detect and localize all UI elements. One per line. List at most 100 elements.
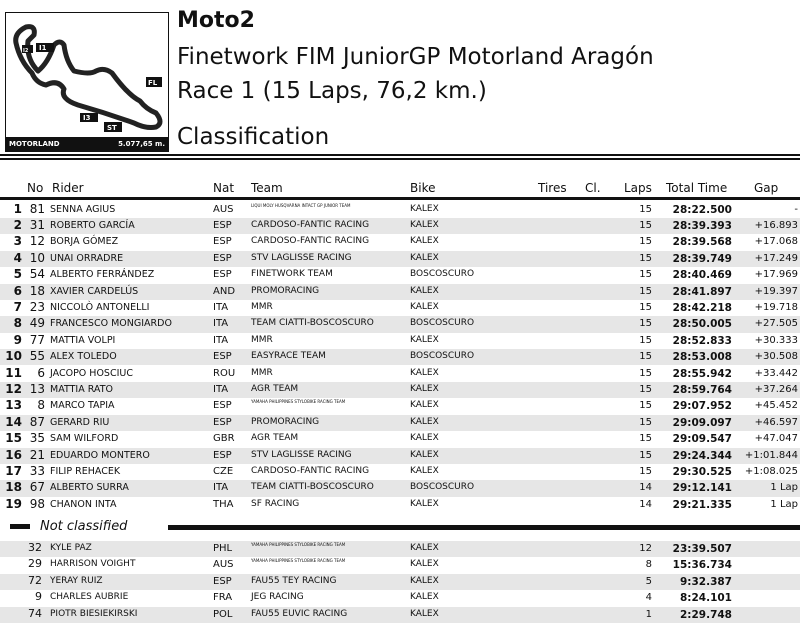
cell-nat: ITA (213, 383, 229, 395)
cell-time: 29:30.525 (672, 465, 732, 478)
cell-laps: 15 (639, 416, 652, 428)
cell-time: 29:07.952 (672, 400, 732, 413)
track-name: MOTORLAND (9, 140, 60, 148)
cell-rider: ALBERTO FERRÁNDEZ (50, 269, 155, 281)
cell-nat: ESP (213, 449, 232, 461)
cell-laps: 15 (639, 318, 652, 330)
category-title: Moto2 (177, 8, 255, 33)
table-row: 2 31 ROBERTO GARCÍA ESP CARDOSO-FANTIC RACIN… (0, 217, 800, 235)
race-title: Race 1 (15 Laps, 76,2 km.) (177, 78, 487, 104)
cell-laps: 15 (639, 301, 652, 313)
cell-team: YAMAHA PHILIPPINES STYLOBIKE RACING TEAM (251, 558, 346, 564)
document-title: Classification (177, 124, 330, 150)
cell-gap: +17.969 (754, 269, 798, 281)
cell-no: 6 (37, 365, 45, 380)
svg-text:I3: I3 (83, 114, 91, 122)
cell-no: 33 (29, 463, 45, 478)
cell-gap: +17.068 (754, 236, 798, 248)
cell-bike: KALEX (410, 465, 439, 476)
cell-pos: 14 (5, 414, 22, 429)
cell-bike: KALEX (410, 367, 439, 378)
cell-team: LIQUI MOLY HUSQVARNA INTACT GP JUNIOR TE… (251, 202, 351, 208)
cell-pos: 2 (13, 217, 22, 232)
cell-time: 28:52.833 (672, 334, 732, 347)
table-row: 9 77 MATTIA VOLPI ITA MMR KALEX 15 28:52.833 +30… (0, 333, 800, 349)
cell-time: 28:22.500 (672, 203, 732, 216)
col-cl: Cl. (585, 181, 601, 195)
cell-nat: CZE (213, 465, 234, 477)
col-nat: Nat (213, 181, 235, 195)
cell-nat: THA (213, 498, 234, 510)
col-tires: Tires (538, 181, 567, 195)
cell-laps: 15 (639, 285, 652, 297)
cell-team: MMR (251, 301, 273, 312)
cell-bike: KALEX (410, 449, 439, 460)
cell-rider: ALEX TOLEDO (50, 351, 117, 363)
cell-gap: +30.508 (754, 351, 798, 363)
event-title: Finetwork FIM JuniorGP Motorland Aragón (177, 44, 654, 70)
cell-team: AGR TEAM (251, 433, 299, 444)
cell-time: 15:36.734 (672, 559, 732, 572)
cell-bike: KALEX (410, 252, 439, 263)
cell-nat: ESP (213, 252, 232, 264)
cell-bike: KALEX (410, 543, 439, 553)
cell-rider: NICCOLÒ ANTONELLI (50, 301, 150, 313)
cell-time: 29:12.141 (672, 482, 732, 495)
cell-laps: 14 (639, 482, 652, 494)
cell-rider: UNAI ORRADRE (50, 252, 124, 264)
table-header: No Rider Nat Team Bike Tires Cl. Laps To… (0, 181, 800, 197)
cell-team: YAMAHA PHILIPPINES STYLOBIKE RACING TEAM (251, 542, 346, 547)
track-map: I1 I2 I3 FL ST MOTORLAND 5.077,65 m. (5, 12, 169, 152)
cell-rider: XAVIER CARDELÚS (50, 285, 139, 297)
table-row: 72 YERAY RUIZ ESP FAU55 TEY RACING KALEX 5 9:3… (0, 573, 800, 591)
cell-pos: 6 (13, 283, 22, 298)
cell-gap: +47.047 (754, 433, 798, 445)
cell-laps: 15 (639, 219, 652, 231)
table-row: 3 12 BORJA GÓMEZ ESP CARDOSO-FANTIC RACING KA… (0, 234, 800, 250)
cell-bike: KALEX (410, 559, 439, 570)
col-total-time: Total Time (666, 181, 728, 195)
cell-gap: +17.249 (754, 252, 798, 264)
cell-laps: 1 (645, 608, 652, 620)
cell-rider: FILIP REHACEK (50, 465, 121, 477)
col-bike: Bike (410, 181, 436, 195)
cell-pos: 5 (13, 267, 22, 282)
cell-bike: BOSCOSCURO (410, 318, 475, 329)
cell-team: EASYRACE TEAM (251, 351, 326, 362)
cell-no: 55 (29, 349, 45, 364)
cell-time: 28:39.393 (672, 219, 732, 232)
cell-no: 54 (29, 267, 45, 282)
cell-laps: 15 (639, 433, 652, 445)
cell-nat: ESP (213, 416, 232, 428)
cell-nat: POL (213, 608, 233, 620)
cell-nat: GBR (213, 433, 235, 445)
cell-no: 98 (29, 496, 45, 511)
table-row: 9 CHARLES AUBRIE FRA JEG RACING KALEX 4 8:24.1… (0, 590, 800, 606)
cell-gap: +19.718 (754, 301, 798, 313)
cell-time: 9:32.387 (679, 575, 732, 588)
cell-bike: KALEX (410, 383, 439, 394)
cell-time: 28:42.218 (672, 301, 732, 314)
cell-team: AGR TEAM (251, 383, 299, 394)
cell-time: 29:21.335 (672, 498, 732, 511)
cell-rider: FRANCESCO MONGIARDO (50, 318, 172, 330)
cell-no: 87 (29, 414, 45, 429)
cell-nat: ITA (213, 318, 229, 330)
table-row: 1 81 SENNA AGIUS AUS LIQUI MOLY HUSQVARNA IN… (0, 202, 800, 218)
cell-rider: CHARLES AUBRIE (50, 592, 129, 603)
table-row: 7 23 NICCOLÒ ANTONELLI ITA MMR KALEX 15 28:42.2… (0, 300, 800, 316)
not-classified-label: Not classified (40, 519, 128, 534)
cell-rider: PIOTR BIESIEKIRSKI (50, 608, 138, 619)
cell-team: SF RACING (251, 498, 300, 509)
cell-no: 23 (29, 299, 45, 314)
cell-bike: KALEX (410, 285, 439, 296)
cell-no: 74 (28, 606, 42, 620)
table-row: 19 98 CHANON INTA THA SF RACING KALEX 14 29:21.… (0, 497, 800, 513)
cell-nat: AND (213, 285, 236, 297)
cell-pos: 15 (5, 431, 22, 446)
cell-laps: 15 (639, 351, 652, 363)
cell-rider: MARCO TAPIA (50, 400, 115, 412)
cell-no: 35 (29, 431, 45, 446)
col-laps: Laps (624, 181, 652, 195)
cell-laps: 15 (639, 400, 652, 412)
